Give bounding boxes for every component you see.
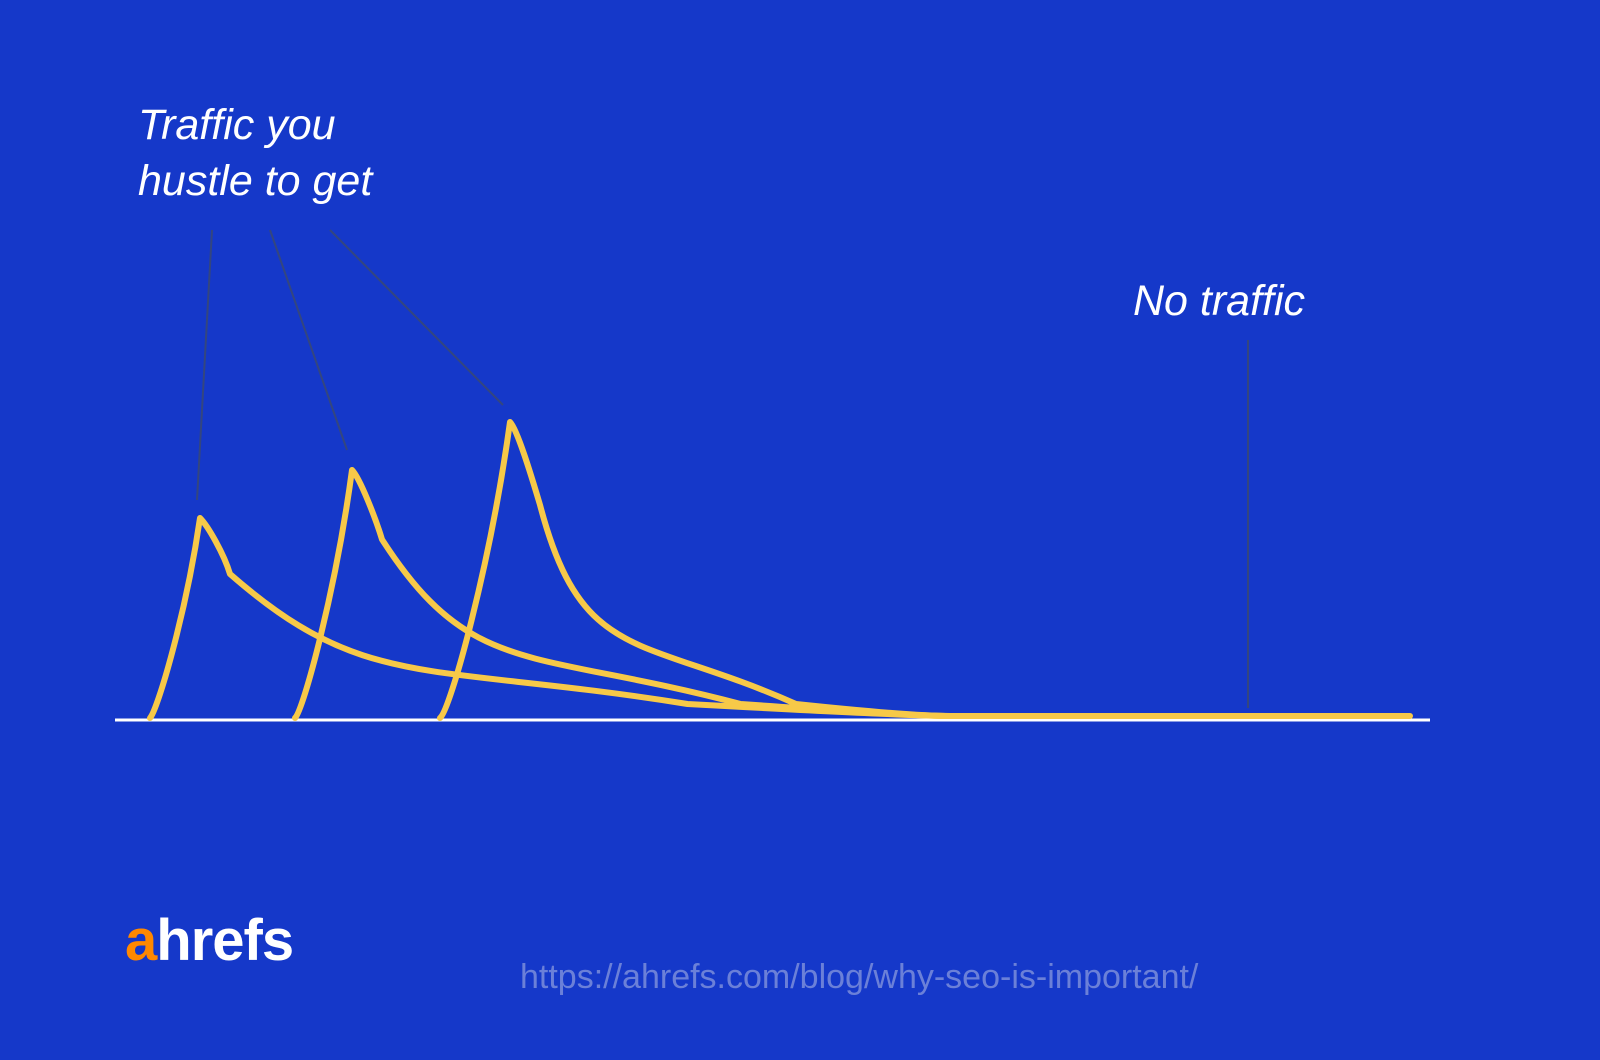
infographic-canvas: Traffic you hustle to get No traffic ahr… bbox=[0, 0, 1600, 1060]
label-traffic-hustle: Traffic you hustle to get bbox=[138, 98, 372, 210]
logo-rest: hrefs bbox=[156, 907, 293, 974]
source-url: https://ahrefs.com/blog/why-seo-is-impor… bbox=[520, 958, 1198, 997]
ahrefs-logo: ahrefs bbox=[125, 907, 293, 974]
logo-letter-a: a bbox=[125, 907, 156, 974]
label-no-traffic: No traffic bbox=[1133, 275, 1305, 329]
